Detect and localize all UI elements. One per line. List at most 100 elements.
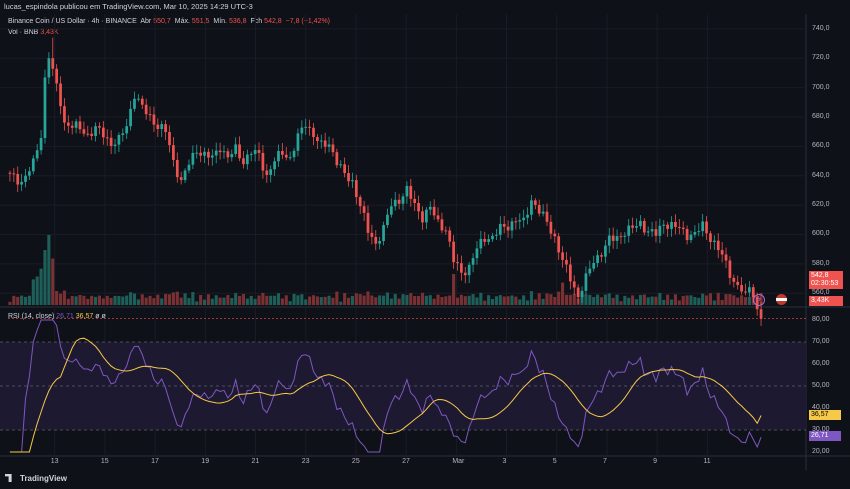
volume-bar [269,295,273,305]
footer-brand: TradingView [20,474,67,483]
candle [467,262,471,284]
candle [86,125,90,137]
candle [588,260,592,277]
flag-icon[interactable] [776,294,787,305]
candle-body [751,287,755,298]
candle [12,168,16,182]
candle-body [257,150,261,153]
volume-bar [436,294,440,305]
tradingview-logo[interactable]: TradingView [5,474,67,483]
candle [156,118,160,137]
volume-bar [525,300,530,305]
candle-body [716,240,720,251]
price-tick-label: 580,0 [812,259,830,267]
candle [129,100,132,131]
candle-body [195,152,199,154]
candle [685,225,689,245]
candle [514,217,518,230]
candle [28,167,31,180]
time-tick-label: 7 [602,458,607,465]
candle-body [588,268,592,274]
rsi-tick-label: 50,00 [812,382,830,389]
volume-bar [43,250,47,305]
candle-body [129,108,132,127]
candle [744,283,747,296]
time-tick-label: 3 [502,458,507,465]
candle-body [561,252,564,260]
volume-bar [743,297,748,305]
candle [662,219,666,234]
time-tick-label: 17 [151,458,159,465]
volume-bar [370,295,374,305]
lightning-icon[interactable]: ϟ [753,294,765,306]
volume-bar [86,298,90,305]
candle [94,122,97,142]
time-tick-label: 13 [50,458,59,465]
candle-body [222,151,226,153]
candle-body [31,158,35,172]
candle-body [421,211,424,223]
volume-bar [553,296,557,305]
volume-bar [603,294,607,305]
candle [537,199,541,217]
rsi-value: 26,71 [56,313,74,320]
candle-body [183,170,187,181]
symbol-title[interactable]: Binance Coin / US Dollar · 4h · BINANCE [8,18,137,25]
time-tick-label: 23 [301,458,310,465]
candle-body [565,259,568,265]
rsi-tick-label: 40,00 [812,404,830,411]
candle [78,115,82,134]
candle-body [362,206,366,213]
volume-bar [167,294,172,305]
candle-body [288,157,292,159]
candle-body [405,185,409,197]
candle [59,76,62,115]
candle [670,216,673,237]
candle [214,142,218,164]
candle-body [526,214,529,218]
price-badge: 542,8 02:30:53 [809,271,843,289]
volume-bar [206,294,210,305]
rsi-legend[interactable]: RSI (14, close) 26,71 36,57 ø ø [8,313,106,320]
high-label: Máx. [174,18,190,25]
volume-bar [31,279,35,305]
volume-bar [681,295,685,305]
candle [498,216,502,241]
candle [677,219,681,235]
candle-body [296,133,300,151]
candle [413,190,417,212]
candle-body [533,200,537,205]
open-value: 550,7 [153,18,171,25]
symbol-legend: Binance Coin / US Dollar · 4h · BINANCE … [8,18,332,25]
candle-body [627,225,631,236]
candle [374,230,378,251]
candle [222,145,226,159]
volume-bar [646,297,650,305]
candle [432,199,436,220]
candle [366,205,370,241]
candle-body [397,199,401,204]
volume-bar [58,293,63,305]
candle [705,216,708,240]
candle [105,129,109,146]
publisher-line: lucas_espindola publicou em TradingView.… [4,2,253,11]
volume-bar [117,295,121,305]
volume-legend[interactable]: Vol · BNB 3,43K [8,29,59,36]
volume-bars [8,235,763,305]
candle [358,194,362,215]
candle-body [308,126,311,128]
candle-body [681,227,685,229]
candle [631,217,634,234]
volume-bar [339,301,343,305]
volume-bar [222,297,226,305]
candle-body [623,235,627,237]
candle [650,221,654,237]
candle [288,151,292,161]
candle-body [370,232,374,237]
candle-body [354,180,358,198]
candle [401,193,405,211]
price-tick-label: 740,0 [812,24,830,32]
candle [510,217,514,239]
volume-bar [20,295,24,305]
